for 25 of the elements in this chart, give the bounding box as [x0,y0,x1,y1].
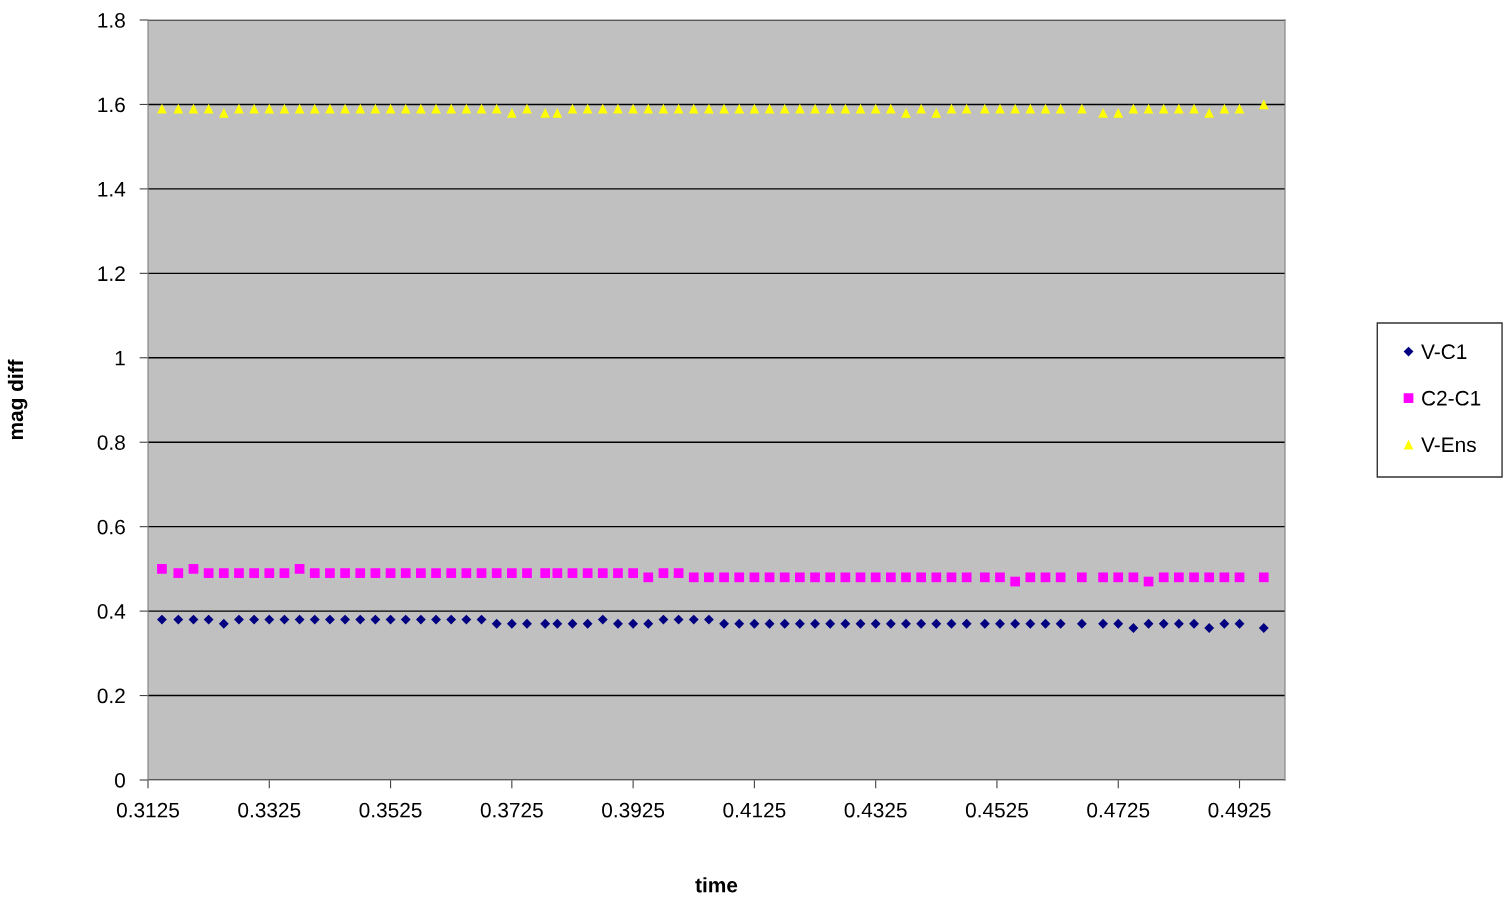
x-tick-label: 0.4325 [844,802,907,818]
y-tick-label: 1.4 [98,182,126,197]
y-tick-label: 0 [115,773,125,788]
legend-label: V-Ens [1421,437,1476,453]
x-tick-label: 0.4925 [1208,802,1271,818]
x-tick-label: 0.3725 [480,802,543,818]
y-tick-label: 1.6 [98,97,125,113]
x-tick-label: 0.3525 [359,802,422,818]
x-tick-label: 0.4125 [723,802,786,818]
x-tick-label: 0.4525 [965,802,1028,818]
legend-label: C2-C1 [1422,390,1481,406]
x-tick-label: 0.4725 [1087,802,1150,818]
x-tick-label: 0.3925 [602,802,665,818]
y-tick-label: 0.6 [97,519,125,535]
y-tick-label: 1.2 [98,266,125,281]
x-axis-title: time [695,877,738,893]
y-tick-label: 0.2 [97,688,125,704]
y-axis-title: mag diff [7,359,28,440]
y-tick-label: 1 [115,350,125,366]
y-tick-label: 0.4 [97,604,126,619]
x-tick-label: 0.3125 [116,802,179,818]
legend-label: V-C1 [1421,344,1467,360]
y-tick-label: 0.8 [97,435,125,450]
y-tick-label: 1.8 [98,13,125,28]
x-tick-label: 0.3325 [238,802,301,818]
